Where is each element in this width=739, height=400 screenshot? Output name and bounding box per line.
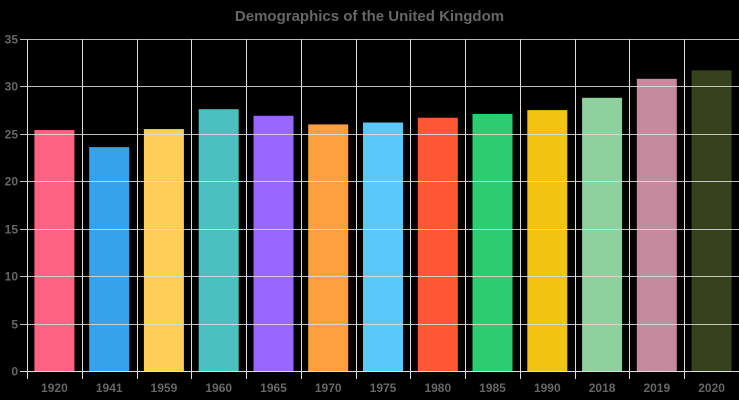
y-tick-label: 10 <box>5 270 19 284</box>
x-tick-label: 2018 <box>589 381 616 395</box>
bar-2020[interactable] <box>691 70 732 372</box>
grid-lines <box>27 39 685 379</box>
y-tick-label: 25 <box>5 128 19 142</box>
bar-2018[interactable] <box>582 97 623 372</box>
x-tick-label: 1985 <box>479 381 506 395</box>
bar-1941[interactable] <box>89 147 130 371</box>
x-tick-label: 1941 <box>96 381 123 395</box>
y-tick-label: 0 <box>11 365 18 379</box>
bars <box>34 70 732 372</box>
chart-title: Demographics of the United Kingdom <box>234 8 505 25</box>
bar-1990[interactable] <box>527 110 568 371</box>
x-tick-label: 2020 <box>698 381 725 395</box>
bar-2019[interactable] <box>636 78 677 372</box>
bar-1970[interactable] <box>308 124 349 372</box>
bar-1959[interactable] <box>143 129 184 371</box>
x-tick-label: 1959 <box>151 381 178 395</box>
x-tick-label: 1980 <box>424 381 451 395</box>
x-tick-label: 1965 <box>260 381 287 395</box>
x-tick-label: 1960 <box>205 381 232 395</box>
x-tick-label: 1990 <box>534 381 561 395</box>
y-axis: 0 5 10 15 20 25 30 35 <box>5 33 19 379</box>
x-tick-label: 1920 <box>41 381 68 395</box>
y-tick-label: 20 <box>5 175 19 189</box>
bar-1985[interactable] <box>472 113 513 372</box>
x-axis: 1920 1941 1959 1960 1965 1970 1975 1980 1985 1990… <box>41 381 725 395</box>
y-tick-label: 30 <box>5 80 19 94</box>
bar-1980[interactable] <box>417 117 458 371</box>
grid-overlay <box>20 39 739 372</box>
y-tick-label: 35 <box>5 33 19 47</box>
x-tick-label: 1970 <box>315 381 342 395</box>
bar-1960[interactable] <box>198 109 239 371</box>
x-tick-label: 1975 <box>370 381 397 395</box>
bar-1975[interactable] <box>363 122 403 372</box>
y-tick-label: 15 <box>5 223 19 237</box>
bar-1965[interactable] <box>253 115 294 371</box>
x-tick-label: 2019 <box>643 381 670 395</box>
bar-1920[interactable] <box>34 130 75 371</box>
y-tick-label: 5 <box>11 318 18 332</box>
